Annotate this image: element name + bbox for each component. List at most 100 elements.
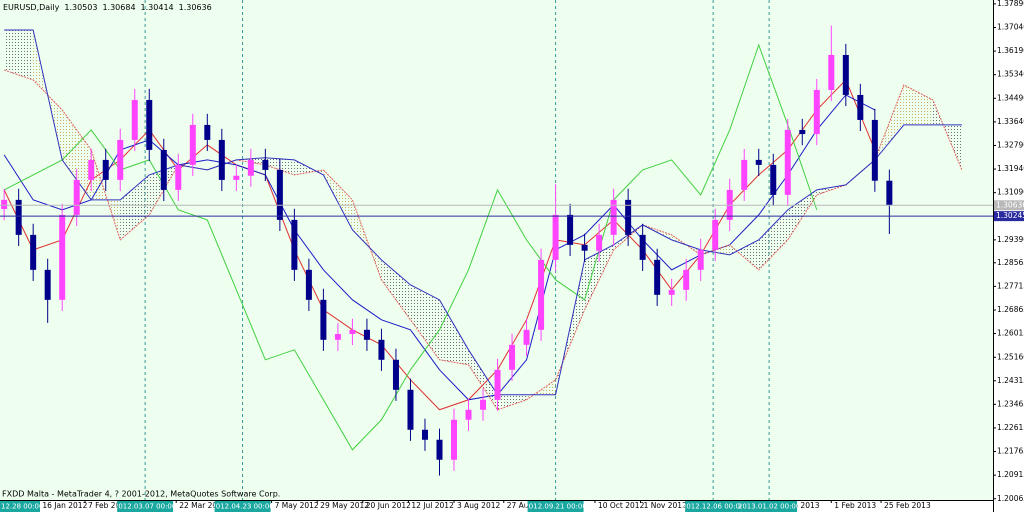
- date-box-label: 12.28 00:00: [1, 503, 43, 511]
- y-tick-label: 1.23465: [997, 399, 1024, 408]
- cloud-segment: [323, 169, 353, 230]
- y-tick-label: 1.20915: [997, 470, 1024, 479]
- candle-body: [305, 269, 312, 300]
- candle-body: [625, 199, 632, 235]
- y-tick-label: 1.22615: [997, 423, 1024, 432]
- candle-body: [784, 129, 791, 195]
- cloud-segment: [4, 29, 34, 80]
- candle-body: [567, 214, 574, 245]
- x-tick-label: 20 Jun 2012: [366, 501, 411, 510]
- date-box: [527, 501, 584, 512]
- date-box-label: 2012.12.06 00:00: [682, 503, 744, 511]
- x-tick-label: 16 Jan 2012: [42, 501, 87, 510]
- candle-body: [697, 249, 704, 270]
- ohlc-value: 1.30636: [179, 3, 212, 12]
- y-tick-label: 1.24315: [997, 376, 1024, 385]
- cloud-segment: [468, 349, 498, 410]
- candle-body: [552, 214, 559, 260]
- candle-body: [480, 399, 487, 410]
- candle-body: [233, 175, 240, 180]
- candle-body: [712, 219, 719, 250]
- candle-body: [842, 54, 849, 95]
- indicator-layer: [3, 0, 963, 500]
- date-box: [685, 501, 742, 512]
- candle-body: [451, 419, 458, 460]
- candle-body: [349, 329, 356, 334]
- candle-body: [668, 289, 675, 295]
- candle-body: [538, 259, 545, 330]
- candle-body: [363, 329, 370, 340]
- candle-body: [799, 129, 806, 135]
- candle-body: [276, 169, 283, 220]
- candle-body: [247, 159, 254, 176]
- candle-body: [291, 219, 298, 270]
- price-label-box: [994, 200, 1024, 211]
- candle-body: [218, 139, 225, 180]
- date-box-label: 2012.09.21 00:00: [524, 503, 586, 511]
- date-box: [741, 501, 798, 512]
- date-box-label: 2012.03.07 00:00: [114, 503, 176, 511]
- candle-body: [421, 429, 428, 440]
- y-tick-label: 1.25160: [997, 352, 1024, 361]
- y-tick-label: 1.21765: [997, 447, 1024, 456]
- date-box: [117, 501, 174, 512]
- candle-layer: [1, 25, 893, 476]
- cloud-segment: [584, 244, 614, 310]
- symbol: EURUSD,Daily: [3, 3, 60, 12]
- date-box-label: 2012.04.23 00:00: [211, 503, 273, 511]
- cloud-segment: [91, 149, 121, 240]
- candle-body: [407, 389, 414, 430]
- candle-body: [596, 234, 603, 251]
- candle-body: [73, 179, 80, 215]
- candle-body: [1, 199, 8, 210]
- cloud-segment: [787, 189, 817, 240]
- candle-body: [189, 124, 196, 165]
- date-box-label: 2013.01.02 00:00: [738, 503, 800, 511]
- x-tick-label: 7 May 2012: [275, 501, 319, 510]
- cloud-segment: [439, 299, 469, 365]
- y-tick-label: 1.34490: [997, 93, 1024, 102]
- x-tick-label: 22 Mar 2012: [179, 501, 227, 510]
- candle-body: [30, 234, 37, 270]
- candle-body: [392, 359, 399, 390]
- x-tick-label: 10 Oct 2012: [598, 501, 645, 510]
- candle-body: [494, 369, 501, 400]
- x-tick-label: 1 Nov 2012: [644, 501, 687, 510]
- candle-body: [117, 139, 124, 180]
- candle-body: [654, 259, 661, 295]
- cloud-segment: [120, 174, 150, 240]
- y-tick-label: 1.27715: [997, 281, 1024, 290]
- price-label: 1.30245: [996, 211, 1024, 220]
- ohlc-header: 1.30503 1.30684 1.30414 1.30636: [64, 3, 211, 12]
- y-tick-label: 1.32790: [997, 140, 1024, 149]
- candle-body: [436, 439, 443, 460]
- cloud-segment: [729, 239, 759, 270]
- candle-body: [465, 409, 472, 420]
- cloud-segment: [758, 209, 788, 270]
- candle-body: [581, 244, 588, 251]
- plot-background: [0, 0, 993, 500]
- x-tick-label: an 2013: [789, 501, 820, 510]
- candle-body: [44, 269, 51, 300]
- candle-body: [334, 333, 341, 340]
- date-box: [214, 501, 271, 512]
- candle-body: [755, 159, 762, 165]
- y-tick-label: 1.29390: [997, 235, 1024, 244]
- ohlc-value: 1.30503: [64, 3, 97, 12]
- y-tick-label: 1.31940: [997, 164, 1024, 173]
- cloud-segment: [62, 109, 92, 200]
- candle-body: [262, 159, 269, 170]
- candle-body: [828, 54, 835, 90]
- x-tick-label: 12 Jul 2012: [411, 501, 454, 510]
- candle-body: [683, 269, 690, 290]
- cloud-segment: [410, 284, 440, 360]
- x-tick-label: 1 Feb 2013: [834, 501, 876, 510]
- y-tick-label: 1.37890: [997, 0, 1024, 8]
- x-tick-label: 7 Feb 2012: [88, 501, 130, 510]
- candle-body: [146, 99, 153, 150]
- date-box: [0, 501, 40, 512]
- y-tick-label: 1.26015: [997, 329, 1024, 338]
- candle-body: [102, 159, 109, 180]
